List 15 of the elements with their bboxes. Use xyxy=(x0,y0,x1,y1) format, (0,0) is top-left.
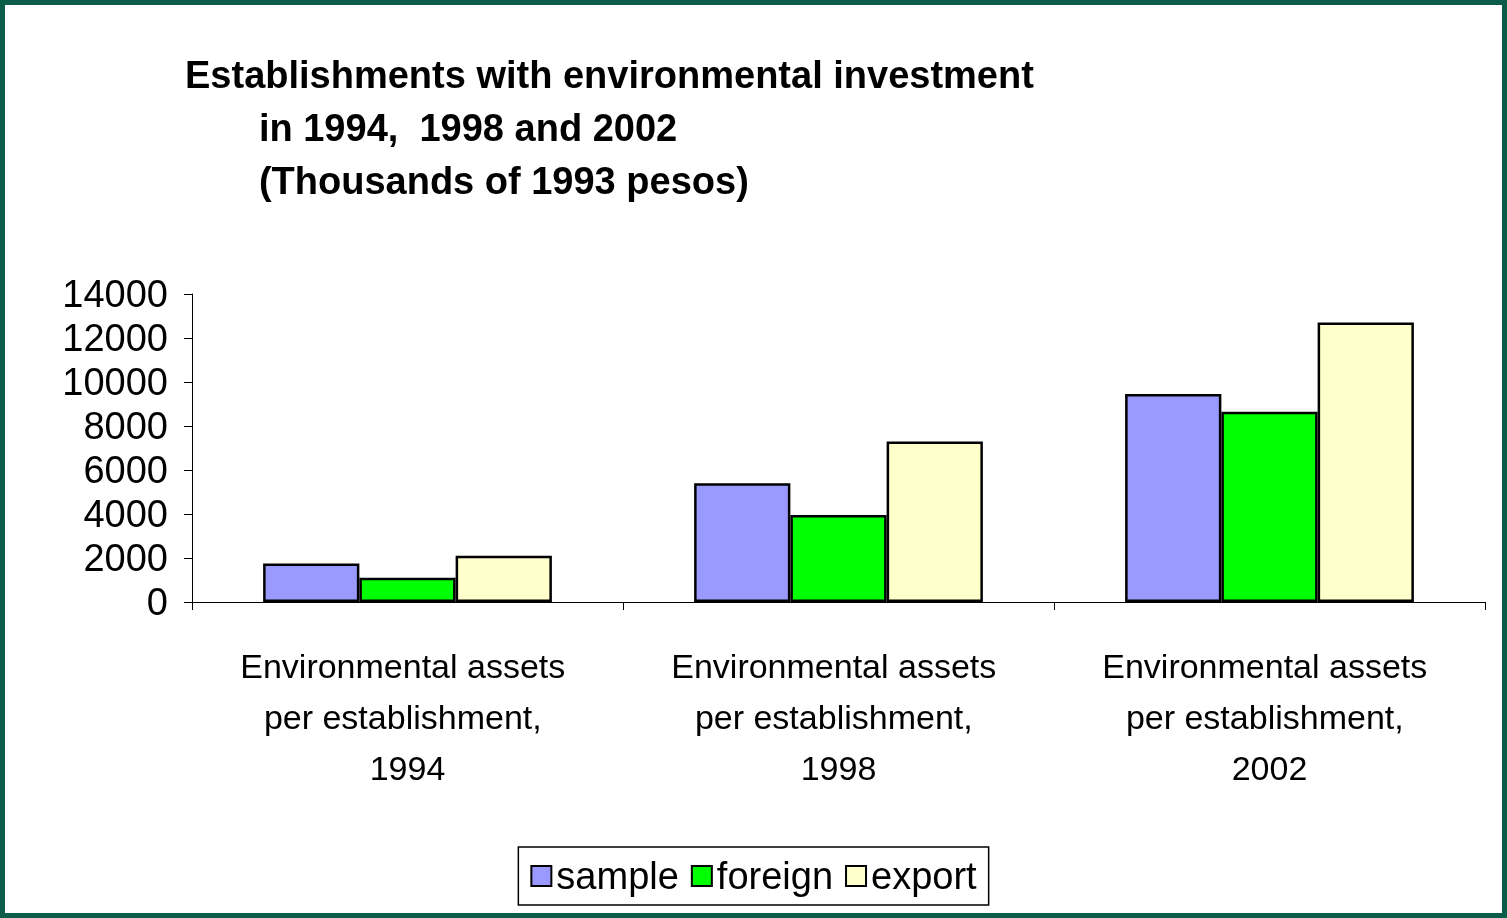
y-tick-label: 10000 xyxy=(62,361,168,403)
y-tick-label: 6000 xyxy=(83,449,168,491)
y-tick-label: 8000 xyxy=(83,405,168,447)
y-tick-label: 14000 xyxy=(62,273,168,315)
y-tick-label: 4000 xyxy=(83,493,168,535)
chart-title: Establishments with environmental investment in 1994, 1998 and 2002 (Thousands of 1993 pesos) xyxy=(185,53,1035,202)
legend-label: foreign xyxy=(716,855,834,897)
legend-label: sample xyxy=(556,855,679,897)
x-tick-label: Environmental assets per establishment, 2002 xyxy=(1102,646,1437,787)
y-tick-label: 0 xyxy=(146,581,168,623)
x-tick-label: Environmental assets per establishment, 1998 xyxy=(671,646,1006,787)
legend-label: export xyxy=(871,855,978,897)
y-tick-label: 2000 xyxy=(83,537,168,579)
y-tick-label: 12000 xyxy=(62,317,168,359)
x-tick-label: Environmental assets per establishment, 1994 xyxy=(240,646,575,787)
